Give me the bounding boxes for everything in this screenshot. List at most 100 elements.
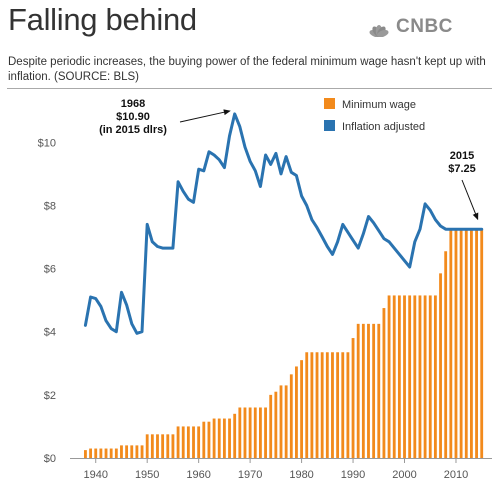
minimum-wage-bar — [228, 418, 231, 458]
minimum-wage-bar — [130, 445, 134, 458]
x-tick-label: 1980 — [289, 469, 313, 481]
minimum-wage-bar — [315, 352, 319, 458]
minimum-wage-bar — [217, 418, 221, 458]
minimum-wage-bar — [413, 295, 417, 458]
minimum-wage-bar — [289, 374, 293, 458]
chart-title: Falling behind — [8, 2, 197, 37]
minimum-wage-bar — [145, 434, 149, 458]
y-tick-label: $4 — [44, 327, 56, 339]
minimum-wage-bar — [279, 385, 283, 458]
minimum-wage-bar — [392, 295, 396, 458]
minimum-wage-bar — [480, 229, 484, 458]
minimum-wage-bar — [192, 426, 195, 458]
minimum-wage-bar — [264, 407, 267, 458]
annotation-1968-text: $10.90 — [116, 111, 150, 123]
minimum-wage-bar — [449, 229, 453, 458]
minimum-wage-bar — [464, 229, 468, 458]
minimum-wage-bar — [331, 352, 334, 458]
minimum-wage-bar — [341, 352, 345, 458]
minimum-wage-bar — [125, 445, 129, 458]
minimum-wage-bar — [99, 448, 103, 458]
minimum-wage-bar — [439, 273, 442, 458]
minimum-wage-bar — [444, 251, 448, 458]
minimum-wage-bar — [403, 295, 406, 458]
minimum-wage-bar — [140, 445, 144, 458]
annotation-2015-arrow — [461, 179, 479, 221]
x-tick-label: 2010 — [444, 469, 468, 481]
minimum-wage-bar — [181, 426, 185, 458]
minimum-wage-bar — [253, 407, 257, 458]
minimum-wage-bar — [114, 448, 118, 458]
minimum-wage-bar — [423, 295, 427, 458]
minimum-wage-bar — [325, 352, 329, 458]
minimum-wage-bar — [135, 445, 139, 458]
minimum-wage-bar — [305, 352, 309, 458]
logo-text: CNBC — [396, 16, 453, 37]
minimum-wage-bar — [320, 352, 324, 458]
legend-label: Inflation adjusted — [342, 121, 425, 133]
inflation-adjusted-line — [83, 112, 484, 335]
minimum-wage-bar — [202, 421, 206, 458]
annotation-2015-text: $7.25 — [448, 163, 476, 175]
minimum-wage-bar — [258, 407, 262, 458]
minimum-wage-bar — [346, 352, 350, 458]
minimum-wage-bar — [176, 426, 180, 458]
annotation-1968-arrow — [179, 109, 231, 123]
chart-legend: Minimum wage Inflation adjusted — [324, 98, 425, 133]
minimum-wage-bar — [197, 426, 201, 458]
minimum-wage-bar — [433, 295, 437, 458]
x-tick-label: 1960 — [186, 469, 210, 481]
annotation-1968-text: (in 2015 dlrs) — [99, 124, 167, 136]
x-tick-label: 1950 — [135, 469, 159, 481]
minimum-wage-bar — [387, 295, 391, 458]
minimum-wage-bar — [94, 448, 98, 458]
minimum-wage-bar — [295, 366, 298, 458]
minimum-wage-bar — [150, 434, 154, 458]
minimum-wage-bars — [84, 229, 484, 458]
minimum-wage-bar — [300, 360, 304, 458]
legend-label: Minimum wage — [342, 99, 416, 111]
x-tick-label: 1990 — [341, 469, 365, 481]
minimum-wage-bar — [469, 229, 473, 458]
minimum-wage-bar — [243, 407, 247, 458]
minimum-wage-bar — [171, 434, 175, 458]
x-tick-label: 1940 — [83, 469, 107, 481]
chart-annotations: 1968$10.90(in 2015 dlrs) 2015$7.25 — [99, 98, 479, 221]
y-axis-ticks: $0 $2 $4 $6 $8 $10 — [38, 137, 56, 465]
y-tick-label: $6 — [44, 264, 56, 276]
legend-swatch — [324, 120, 335, 131]
minimum-wage-bar — [166, 434, 170, 458]
minimum-wage-bar — [454, 229, 458, 458]
x-tick-label: 1970 — [238, 469, 262, 481]
minimum-wage-bar — [269, 394, 273, 458]
chart-subtitle: Despite periodic increases, the buying p… — [8, 56, 486, 83]
minimum-wage-bar — [156, 434, 159, 458]
minimum-wage-bar — [351, 338, 355, 458]
minimum-wage-bar — [356, 323, 360, 458]
minimum-wage-bar — [367, 323, 370, 458]
minimum-wage-bar — [248, 407, 252, 458]
minimum-wage-bar — [109, 448, 113, 458]
minimum-wage-bar — [310, 352, 314, 458]
minimum-wage-bar — [161, 434, 165, 458]
y-tick-label: $10 — [38, 137, 56, 149]
minimum-wage-bar — [361, 323, 365, 458]
minimum-wage-bar — [408, 295, 412, 458]
minimum-wage-bar — [428, 295, 432, 458]
minimum-wage-bar — [104, 448, 108, 458]
minimum-wage-bar — [377, 323, 381, 458]
minimum-wage-bar — [222, 418, 226, 458]
x-tick-label: 2000 — [392, 469, 416, 481]
minimum-wage-bar — [207, 421, 211, 458]
peacock-icon — [369, 25, 389, 37]
minimum-wage-bar — [233, 413, 237, 458]
minimum-wage-bar — [212, 418, 216, 458]
minimum-wage-bar — [382, 308, 386, 458]
chart-top-divider — [7, 88, 492, 89]
minimum-wage-bar — [418, 295, 422, 458]
y-tick-label: $8 — [44, 200, 56, 212]
legend-swatch — [324, 98, 335, 109]
minimum-wage-bar — [89, 448, 93, 458]
minimum-wage-bar — [120, 445, 123, 458]
